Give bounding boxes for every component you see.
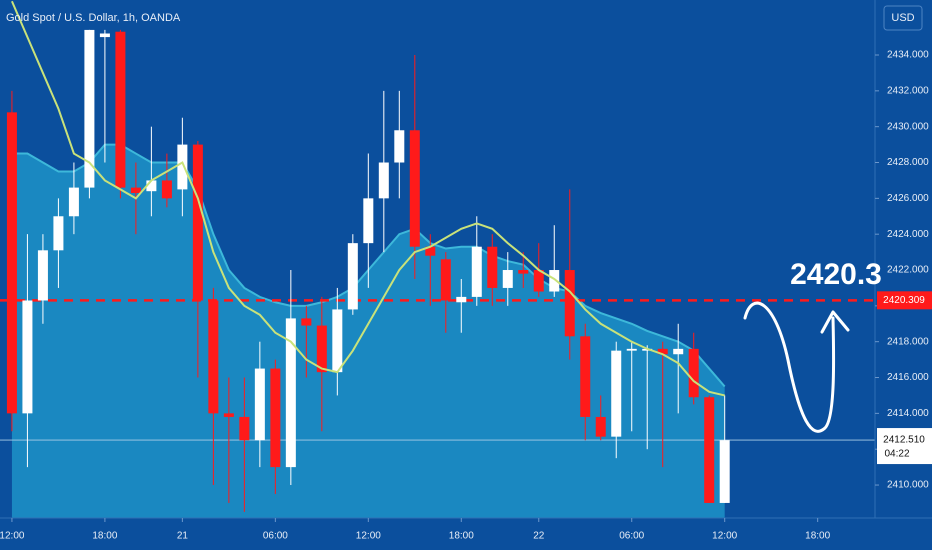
candle-body xyxy=(549,270,560,292)
annotation: 2420.3 xyxy=(790,258,882,291)
y-tick-label: 2424.000 xyxy=(887,229,929,240)
y-tick-label: 2426.000 xyxy=(887,193,929,204)
candle-body xyxy=(177,144,188,190)
candle-body xyxy=(456,296,467,303)
candle-body xyxy=(533,270,544,292)
y-tick-label: 2418.000 xyxy=(887,336,929,347)
currency-label[interactable]: USD xyxy=(891,12,914,24)
candle-body xyxy=(99,33,110,38)
candle-body xyxy=(688,348,699,398)
candle-body xyxy=(580,336,591,417)
candle-body xyxy=(719,440,730,503)
chart-title: Gold Spot / U.S. Dollar, 1h, OANDA xyxy=(6,12,181,24)
x-tick-label: 06:00 xyxy=(263,531,288,542)
candle-body xyxy=(285,318,296,468)
candle-body xyxy=(564,270,575,337)
candle-body xyxy=(704,397,715,503)
x-tick-label: 18:00 xyxy=(92,531,117,542)
candle-body xyxy=(425,246,436,256)
y-tick-label: 2434.000 xyxy=(887,50,929,61)
x-tick-label: 12:00 xyxy=(356,531,381,542)
x-tick-label: 21 xyxy=(177,531,189,542)
last-price-box xyxy=(877,428,932,465)
candle-body xyxy=(270,368,281,468)
candle-body xyxy=(657,348,668,355)
candle-body xyxy=(487,246,498,288)
y-tick-label: 2428.000 xyxy=(887,157,929,168)
axes: 2410.0002412.0002414.0002416.0002418.000… xyxy=(0,50,932,542)
candle-body xyxy=(595,416,606,437)
y-tick-label: 2414.000 xyxy=(887,408,929,419)
moving-average xyxy=(11,0,725,397)
candle-body xyxy=(254,368,265,441)
level-price-box xyxy=(877,291,932,310)
candle-body xyxy=(611,350,622,437)
x-tick-label: 22 xyxy=(533,531,545,542)
candle-body xyxy=(192,144,203,301)
y-tick-label: 2416.000 xyxy=(887,372,929,383)
candle-body xyxy=(6,112,17,414)
candle-body xyxy=(363,198,374,244)
candle-body xyxy=(347,243,358,310)
currency-button[interactable] xyxy=(883,5,923,31)
y-tick-label: 2410.000 xyxy=(887,480,929,491)
hand-drawn-arrow xyxy=(743,301,850,433)
candle-body xyxy=(84,29,95,188)
y-tick-label: 2430.000 xyxy=(887,121,929,132)
y-tick-label: 2422.000 xyxy=(887,265,929,276)
candle-body xyxy=(626,348,637,351)
candle-body xyxy=(22,300,33,414)
x-tick-label: 18:00 xyxy=(805,531,830,542)
x-tick-label: 06:00 xyxy=(619,531,644,542)
candle-body xyxy=(53,216,64,251)
y-tick-label: 2432.000 xyxy=(887,85,929,96)
candle-body xyxy=(471,246,482,297)
candle-body xyxy=(409,130,420,247)
candle-body xyxy=(115,31,126,188)
candle-body xyxy=(502,270,513,288)
candle-body xyxy=(378,162,389,199)
candle-body xyxy=(316,325,327,373)
last-price-label: 2412.510 xyxy=(883,435,925,446)
candle-body xyxy=(673,348,684,355)
band-area xyxy=(11,144,725,518)
plot-area xyxy=(0,0,875,518)
candle-body xyxy=(440,259,451,301)
candle-body xyxy=(68,187,79,217)
candle-body xyxy=(208,300,219,414)
x-tick-label: 12:00 xyxy=(712,531,737,542)
candle-body xyxy=(223,413,234,417)
candle-body xyxy=(518,270,529,274)
candle-body xyxy=(332,309,343,373)
candle-body xyxy=(161,180,172,199)
candle-body xyxy=(130,187,141,193)
x-tick-label: 12:00 xyxy=(0,531,25,542)
candle-body xyxy=(301,318,312,326)
x-tick-label: 18:00 xyxy=(449,531,474,542)
candle-body xyxy=(394,130,405,163)
candle-body xyxy=(239,416,250,441)
countdown-label: 04:22 xyxy=(884,449,909,460)
level-price-label: 2420.309 xyxy=(883,295,925,306)
candle-body xyxy=(37,250,48,301)
candle-body xyxy=(146,180,157,192)
